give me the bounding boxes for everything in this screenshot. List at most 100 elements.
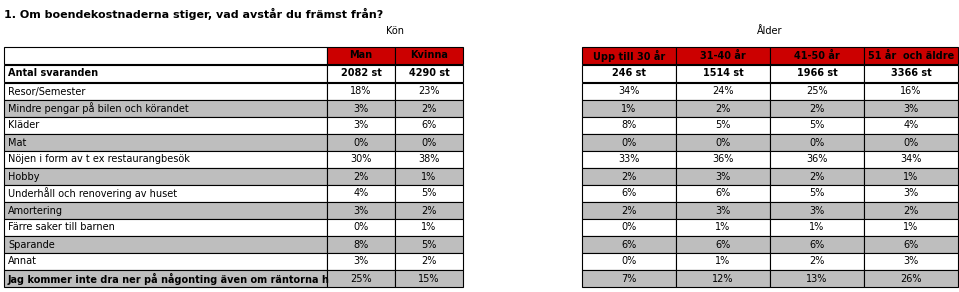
Bar (327, 168, 395, 185)
Bar (395, 65, 463, 82)
Bar (4, 151, 327, 168)
Bar (770, 270, 864, 287)
Text: 4%: 4% (353, 189, 368, 199)
Bar (770, 151, 864, 168)
Text: Kön: Kön (386, 26, 404, 36)
Bar (676, 117, 770, 134)
Text: Sparande: Sparande (8, 239, 55, 249)
Bar (864, 185, 958, 202)
Bar (676, 168, 770, 185)
Text: 3%: 3% (353, 256, 368, 267)
Bar (327, 65, 395, 82)
Text: 3%: 3% (903, 189, 919, 199)
Bar (4, 65, 327, 82)
Text: 1%: 1% (621, 103, 637, 114)
Text: 0%: 0% (809, 138, 825, 147)
Bar (4, 100, 327, 117)
Text: 2%: 2% (809, 171, 825, 182)
Text: 3%: 3% (809, 206, 825, 215)
Text: 4290 st: 4290 st (409, 69, 450, 79)
Text: Jag kommer inte dra ner på någonting även om räntorna h: Jag kommer inte dra ner på någonting äve… (8, 272, 330, 284)
Text: 1%: 1% (421, 171, 436, 182)
Bar (582, 83, 676, 100)
Text: 24%: 24% (713, 86, 734, 96)
Text: 1%: 1% (809, 223, 825, 232)
Bar (676, 65, 770, 82)
Bar (4, 253, 327, 270)
Text: 0%: 0% (353, 223, 368, 232)
Text: 41-50 år: 41-50 år (794, 51, 840, 60)
Bar (864, 83, 958, 100)
Bar (582, 168, 676, 185)
Bar (770, 65, 864, 82)
Text: 5%: 5% (421, 189, 436, 199)
Text: 1966 st: 1966 st (797, 69, 837, 79)
Text: Man: Man (349, 51, 372, 60)
Text: 2%: 2% (421, 103, 436, 114)
Bar (582, 236, 676, 253)
Text: 5%: 5% (809, 121, 825, 131)
Text: 246 st: 246 st (612, 69, 646, 79)
Text: 3%: 3% (353, 206, 368, 215)
Text: Kläder: Kläder (8, 121, 39, 131)
Text: 4%: 4% (903, 121, 919, 131)
Text: Färre saker till barnen: Färre saker till barnen (8, 223, 115, 232)
Text: 30%: 30% (350, 154, 372, 164)
Bar (327, 100, 395, 117)
Text: 2%: 2% (621, 171, 637, 182)
Bar (676, 219, 770, 236)
Text: 26%: 26% (901, 274, 922, 284)
Text: 33%: 33% (619, 154, 640, 164)
Bar (864, 236, 958, 253)
Text: 16%: 16% (901, 86, 922, 96)
Text: 2%: 2% (809, 103, 825, 114)
Bar (770, 253, 864, 270)
Bar (582, 253, 676, 270)
Bar (864, 270, 958, 287)
Bar (4, 83, 327, 100)
Text: 38%: 38% (418, 154, 439, 164)
Text: 1514 st: 1514 st (703, 69, 743, 79)
Text: 2%: 2% (809, 256, 825, 267)
Bar (582, 270, 676, 287)
Text: 2%: 2% (421, 206, 436, 215)
Bar (395, 236, 463, 253)
Text: 3%: 3% (353, 121, 368, 131)
Text: Amortering: Amortering (8, 206, 63, 215)
Bar (395, 185, 463, 202)
Bar (4, 219, 327, 236)
Bar (395, 83, 463, 100)
Bar (327, 117, 395, 134)
Bar (4, 236, 327, 253)
Text: 36%: 36% (713, 154, 734, 164)
Text: 0%: 0% (715, 138, 731, 147)
Bar (864, 47, 958, 64)
Bar (676, 253, 770, 270)
Text: 2%: 2% (421, 256, 436, 267)
Bar (4, 47, 327, 64)
Text: 2082 st: 2082 st (340, 69, 382, 79)
Bar (582, 202, 676, 219)
Text: 6%: 6% (903, 239, 919, 249)
Text: 0%: 0% (621, 256, 637, 267)
Bar (327, 185, 395, 202)
Bar (395, 168, 463, 185)
Bar (770, 100, 864, 117)
Bar (676, 236, 770, 253)
Text: 6%: 6% (621, 189, 637, 199)
Bar (864, 117, 958, 134)
Text: 0%: 0% (353, 138, 368, 147)
Text: 15%: 15% (418, 274, 440, 284)
Text: Mindre pengar på bilen och körandet: Mindre pengar på bilen och körandet (8, 102, 189, 114)
Text: 18%: 18% (350, 86, 372, 96)
Bar (676, 270, 770, 287)
Bar (864, 253, 958, 270)
Text: 8%: 8% (621, 121, 637, 131)
Text: 13%: 13% (807, 274, 828, 284)
Text: 5%: 5% (809, 189, 825, 199)
Bar (676, 83, 770, 100)
Text: 1%: 1% (903, 171, 919, 182)
Bar (4, 117, 327, 134)
Bar (864, 168, 958, 185)
Bar (582, 151, 676, 168)
